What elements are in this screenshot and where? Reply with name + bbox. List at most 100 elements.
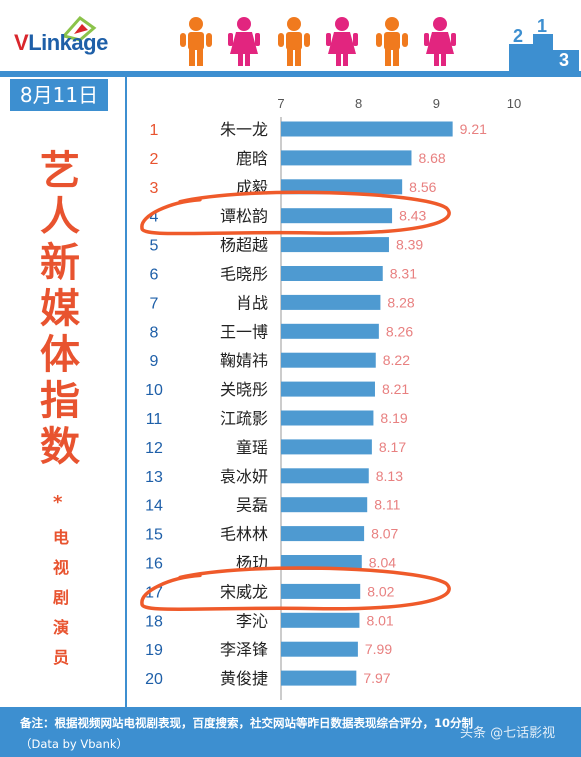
rank-label: 5: [150, 238, 159, 255]
value-label: 8.56: [409, 179, 436, 195]
bar: [281, 641, 358, 657]
name-label: 毛晓彤: [220, 265, 268, 284]
title-char: 数: [40, 424, 80, 470]
highlight-circle: [140, 566, 451, 612]
rank-label: 18: [145, 613, 163, 630]
name-label: 毛林林: [220, 525, 268, 544]
title-char: 新: [40, 240, 80, 286]
value-label: 8.39: [396, 237, 423, 253]
value-label: 8.02: [367, 583, 394, 599]
vertical-title: 艺 人 新 媒 体 指 数: [30, 148, 90, 470]
bar: [281, 410, 374, 426]
value-label: 8.17: [379, 439, 406, 455]
value-label: 9.21: [460, 121, 487, 137]
rank-label: 11: [146, 411, 163, 428]
name-label: 黄俊捷: [220, 669, 268, 688]
bar: [281, 583, 361, 599]
rank-label: 16: [145, 556, 163, 573]
rank-label: 17: [145, 584, 163, 601]
name-label: 王一博: [220, 322, 268, 341]
left-panel: [0, 77, 127, 707]
bar: [281, 150, 412, 166]
x-tick-label: 8: [355, 96, 362, 111]
title-char: 媒: [40, 286, 80, 332]
vertical-subtitle: 电 视 剧 演 员: [45, 523, 77, 673]
rank-label: 1: [150, 122, 159, 139]
value-label: 8.26: [386, 323, 413, 339]
rank-label: 14: [145, 498, 163, 515]
header-band: [0, 71, 581, 77]
subtitle-char: 电: [52, 528, 69, 547]
value-label: 7.97: [363, 670, 390, 686]
rank-label: 15: [145, 527, 163, 544]
name-label: 吴磊: [236, 496, 268, 515]
male-person-icon: [376, 17, 408, 66]
subtitle-char: 员: [52, 648, 69, 667]
bar: [281, 612, 360, 628]
subtitle-char: 剧: [52, 588, 69, 607]
female-person-icon: [228, 17, 260, 66]
footer-note: 备注：根据视频网站电视剧表现，百度搜索，社交网站等昨日数据表现综合评分，10分制: [20, 716, 473, 730]
bar: [281, 670, 357, 686]
logo-mark-icon: [61, 15, 97, 42]
value-label: 8.04: [369, 555, 396, 571]
value-label: 7.99: [365, 641, 392, 657]
rank-label: 7: [150, 295, 159, 312]
title-char: 体: [40, 332, 80, 378]
value-label: 8.43: [399, 208, 426, 224]
bar: [281, 121, 453, 137]
name-label: 谭松韵: [220, 207, 268, 226]
bar: [281, 266, 383, 281]
name-label: 杨超越: [220, 236, 268, 255]
footer-source: （Data by Vbank）: [20, 737, 129, 751]
value-label: 8.21: [382, 381, 409, 397]
bar: [281, 526, 365, 542]
bar: [281, 179, 403, 195]
bar: [281, 468, 369, 484]
value-label: 8.31: [390, 266, 417, 282]
rank-label: 12: [145, 440, 163, 457]
title-char: 指: [40, 378, 80, 424]
subtitle-char: 演: [52, 618, 69, 637]
bar: [281, 208, 393, 224]
bar: [281, 323, 379, 339]
value-label: 8.28: [387, 294, 414, 310]
bar: [281, 294, 381, 310]
name-label: 袁冰妍: [220, 467, 268, 486]
x-tick-label: 7: [277, 96, 284, 111]
name-label: 肖战: [236, 293, 268, 312]
name-label: 童瑶: [236, 438, 268, 457]
rank-label: 13: [145, 469, 163, 486]
x-tick-label: 10: [507, 96, 521, 111]
name-label: 江疏影: [220, 409, 268, 428]
title-char: 人: [40, 194, 80, 240]
value-label: 8.07: [371, 526, 398, 542]
x-tick-label: 9: [433, 96, 440, 111]
bar: [281, 381, 375, 397]
value-label: 8.68: [418, 150, 445, 166]
people-icons: [180, 17, 456, 66]
rank-label: 3: [150, 180, 159, 197]
svg-text:1: 1: [537, 16, 547, 36]
female-person-icon: [326, 17, 358, 66]
rank-label: 10: [145, 382, 163, 399]
name-label: 鞠婧祎: [220, 351, 268, 370]
female-person-icon: [424, 17, 456, 66]
value-label: 8.11: [374, 497, 400, 513]
name-label: 宋威龙: [220, 582, 268, 601]
bar: [281, 237, 389, 253]
rank-label: 8: [150, 324, 159, 341]
rank-label: 6: [150, 267, 159, 284]
rank-label: 4: [150, 209, 159, 226]
vlinkage-logo: VLinkage: [14, 30, 108, 55]
asterisk: *: [53, 492, 63, 513]
subtitle-char: 视: [52, 558, 69, 577]
title-char: 艺: [40, 148, 80, 194]
bar: [281, 352, 376, 368]
watermark: 头条 @七话影视: [460, 726, 556, 741]
value-label: 8.01: [366, 612, 393, 628]
rank-label: 19: [145, 642, 163, 659]
name-label: 鹿晗: [236, 149, 268, 168]
highlight-circle: [140, 190, 451, 236]
name-label: 李沁: [236, 611, 268, 630]
